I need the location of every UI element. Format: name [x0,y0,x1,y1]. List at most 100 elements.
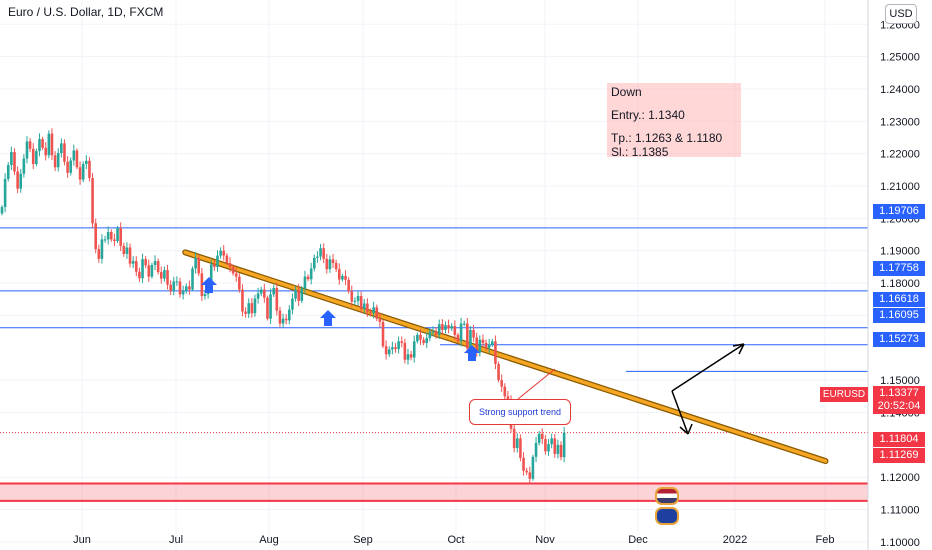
last-price-tag: 1.13377 20:52:04 [873,386,925,414]
candle-body [134,261,138,272]
x-tick-label: Jun [73,534,91,546]
x-tick-label: Jul [169,534,183,546]
candle-body [334,263,338,270]
candle-body [228,263,232,267]
candle-body [278,310,282,324]
candle-body [356,296,360,301]
candle-body [544,439,547,452]
candle-body [462,323,466,325]
candle-body [347,279,350,292]
candle-body [6,165,10,179]
candle-body [316,256,319,258]
candle-body [81,164,85,180]
candle-body [372,307,375,314]
candle-body [284,318,288,321]
candle-body [110,231,113,240]
candle-body [562,432,566,458]
candle-body [222,250,226,256]
candle-body [159,272,163,279]
candle-body [178,281,182,295]
candle-body [100,239,104,259]
candle-body [13,152,16,172]
candle-body [428,331,432,339]
candle-body [272,287,276,295]
candle-body [94,223,97,250]
candle-body [10,152,13,165]
currency-button[interactable]: USD [885,4,917,24]
candle-body [381,321,385,347]
candle-body [294,289,297,299]
candle-body [60,143,63,154]
y-tick-label: 1.23000 [880,116,920,128]
candle-body [444,325,447,330]
candle-body [484,342,488,348]
candle-body [416,334,419,342]
candle-body [378,318,382,322]
time-axis: Jun Jul Aug Sep Oct Nov Dec 2022 Feb [73,534,834,546]
candle-body [181,291,185,295]
note-stop-loss: Sl.: 1.1385 [611,145,669,159]
candle-body [163,270,166,279]
candle-body [69,160,73,173]
candle-body [425,338,429,343]
candle-body [213,264,216,267]
candle-body [406,354,410,360]
candle-body [19,173,23,189]
candle-body [250,303,254,314]
candle-body [325,258,329,270]
candle-body [147,265,151,277]
candle-body [78,167,82,180]
candle-body [331,259,335,264]
candle-body [219,250,222,256]
candle-body [91,177,94,224]
level-tag-1: 1.19706 [873,204,925,219]
note-take-profit: Tp.: 1.1263 & 1.1180 [611,131,723,145]
candle-body [328,259,332,270]
candle-body [216,255,219,267]
x-tick-label: Nov [535,534,555,546]
y-tick-label: 1.10000 [880,537,920,549]
candle-body [35,151,38,165]
y-tick-label: 1.15000 [880,375,920,387]
candle-body [66,161,69,173]
candle-body [431,331,435,333]
candle-body [362,303,366,309]
candle-body [469,330,472,349]
zone-bottom-tag: 1.11269 [873,448,925,463]
candle-body [391,347,394,350]
candle-body [344,275,347,280]
y-tick-label: 1.21000 [880,181,920,193]
arrow-head-up-icon [732,343,745,355]
candle-body [434,331,438,335]
trendline-group [182,249,829,465]
candle-body [63,143,66,162]
up-arrow-icon [320,310,336,326]
arrow-head-down-icon [679,423,693,435]
candle-body [459,323,463,342]
candle-body [88,160,91,178]
zone-fill [0,483,868,501]
candle-body [475,337,478,353]
candle-body [116,228,119,242]
x-tick-label: Sep [353,534,373,546]
candle-body [194,257,197,269]
candle-body [384,346,388,355]
candle-body [103,239,107,241]
candle-body [491,341,494,345]
candle-body [85,160,88,165]
candle-body [400,341,404,343]
y-tick-label: 1.11000 [881,505,920,517]
candle-body [403,342,407,360]
candle-body [309,268,313,280]
candle-body [422,339,425,343]
candle-body [559,444,563,458]
candle-body [281,318,285,324]
candle-body [441,324,444,330]
level-tag-2: 1.17758 [873,261,925,276]
candle-body [375,307,379,319]
candle-body [397,341,400,350]
candle-body [525,470,528,473]
markers [201,277,745,435]
